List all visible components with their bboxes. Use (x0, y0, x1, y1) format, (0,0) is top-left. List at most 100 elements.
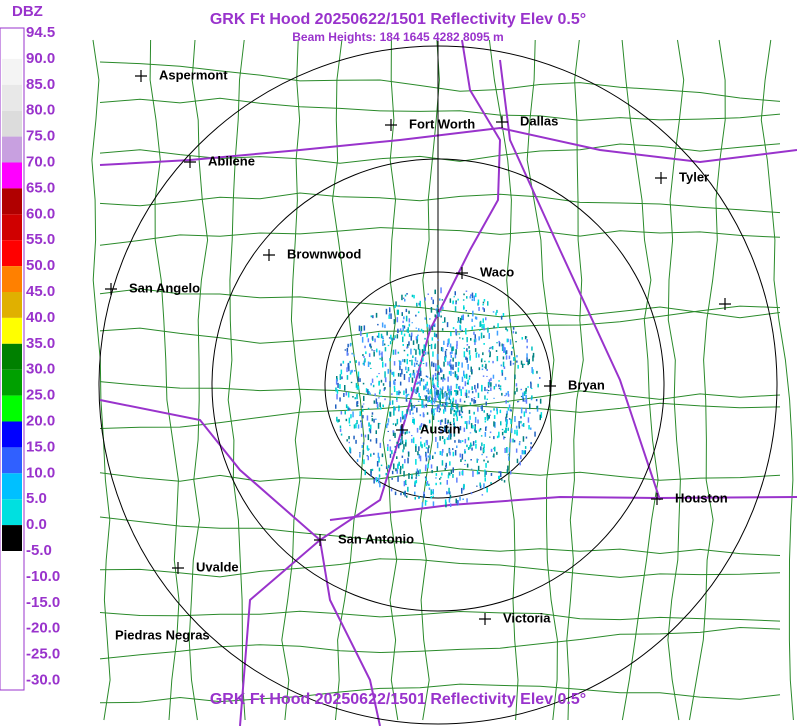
echo (506, 410, 508, 415)
echo (363, 325, 366, 331)
echo (382, 383, 385, 386)
echo (490, 448, 493, 453)
echo (498, 342, 501, 347)
echo (339, 397, 341, 402)
echo (518, 421, 520, 427)
city-marker (385, 119, 397, 131)
echo (438, 394, 441, 396)
echo (530, 442, 532, 445)
echo (422, 357, 424, 362)
echo (484, 417, 486, 421)
echo (388, 313, 391, 316)
echo (456, 344, 458, 349)
echo (416, 382, 418, 385)
echo (380, 395, 382, 397)
echo (404, 414, 406, 421)
echo (407, 327, 409, 333)
echo (510, 419, 512, 425)
legend-label: 94.5 (26, 24, 55, 41)
echo (370, 367, 372, 369)
echo (400, 425, 402, 428)
echo (447, 402, 449, 405)
echo (382, 335, 384, 339)
echo (413, 362, 416, 367)
echo (455, 362, 457, 367)
echo (370, 383, 372, 386)
echo (369, 427, 372, 434)
echo (417, 344, 420, 350)
echo (466, 337, 468, 343)
echo (454, 440, 456, 443)
echo (368, 448, 370, 450)
echo (487, 382, 490, 386)
echo (505, 400, 507, 404)
echo (455, 399, 457, 404)
echo (452, 397, 455, 402)
echo (530, 387, 533, 390)
echo (411, 476, 413, 479)
echo (470, 442, 472, 447)
echo (368, 422, 370, 427)
echo (391, 470, 394, 475)
echo (439, 390, 442, 397)
echo (499, 409, 502, 414)
echo (432, 299, 434, 305)
echo (466, 344, 469, 346)
echo (427, 455, 430, 458)
echo (484, 472, 486, 478)
echo (388, 464, 390, 469)
echo (418, 348, 421, 355)
echo (525, 387, 527, 392)
echo (483, 328, 485, 331)
echo (520, 407, 523, 414)
echo (419, 425, 421, 430)
echo (465, 389, 468, 394)
echo (502, 361, 505, 368)
echo (337, 382, 339, 388)
echo (364, 469, 366, 476)
echo (363, 360, 365, 366)
echo (406, 394, 408, 397)
colorbar-segment (2, 84, 22, 111)
city-label: Brownwood (287, 246, 361, 261)
echo (419, 367, 422, 374)
echo (412, 369, 415, 374)
echo (444, 425, 446, 432)
echo (508, 404, 511, 408)
echo (415, 471, 418, 477)
echo (362, 403, 365, 405)
echo (346, 347, 349, 353)
echo (522, 397, 524, 402)
echo (385, 308, 388, 315)
echo (406, 329, 408, 333)
echo (362, 442, 365, 445)
title: GRK Ft Hood 20250622/1501 Reflectivity E… (210, 11, 586, 28)
echo (419, 300, 421, 307)
echo (480, 446, 482, 451)
echo (480, 435, 483, 437)
echo (498, 384, 500, 387)
echo (507, 427, 509, 431)
echo (444, 405, 446, 410)
echo (403, 316, 405, 320)
cities: Aspermont Fort Worth Dallas Abilene Tyler Bro… (105, 67, 731, 642)
echo (481, 358, 483, 360)
echo (492, 374, 495, 379)
echo (503, 436, 505, 440)
echo (369, 362, 371, 365)
echo (418, 474, 420, 477)
echo (493, 397, 495, 399)
echo (430, 489, 432, 496)
echo (391, 450, 393, 455)
echo (444, 350, 447, 356)
echo (425, 440, 428, 443)
echo (474, 334, 476, 341)
echo (516, 360, 518, 363)
echo (478, 429, 481, 432)
echo (380, 353, 383, 355)
echo (436, 309, 438, 314)
echo (399, 360, 401, 367)
echo (386, 331, 388, 336)
county-line (488, 39, 519, 721)
echo (422, 405, 424, 408)
